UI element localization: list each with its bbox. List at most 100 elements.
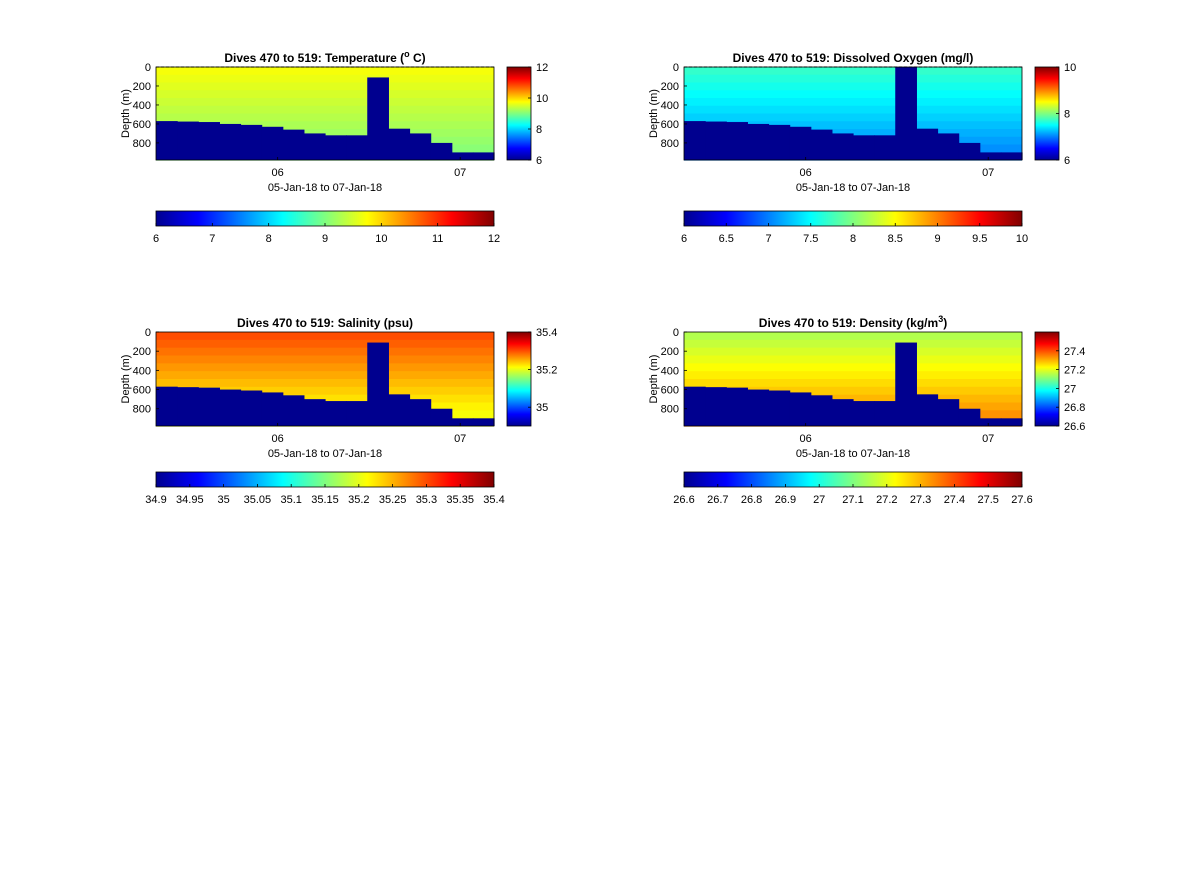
heatmap-cell <box>156 74 494 84</box>
hcolorbar-tick-label: 7 <box>765 233 771 245</box>
y-tick-label: 600 <box>133 385 151 397</box>
title-tail: C) <box>410 51 426 65</box>
heatmap-cell <box>156 386 494 396</box>
bathymetry-column <box>1000 152 1023 160</box>
hcolorbar-tick-label: 9.5 <box>972 233 987 245</box>
bathymetry-column <box>726 122 748 160</box>
heatmap-cell <box>156 363 494 372</box>
hcolorbar-tick-label: 9 <box>934 233 940 245</box>
x-axis-label: 05-Jan-18 to 07-Jan-18 <box>796 182 910 194</box>
bathymetry-column <box>346 401 368 426</box>
hcolorbar-tick-label: 35.2 <box>348 494 369 506</box>
bathymetry-column <box>430 142 453 160</box>
y-tick-label: 400 <box>661 100 679 112</box>
y-tick-label: 600 <box>661 119 679 131</box>
y-tick-label: 800 <box>133 138 151 150</box>
x-tick-label: 06 <box>272 167 284 179</box>
hcolorbar-tick-label: 6.5 <box>719 233 734 245</box>
bathymetry-column <box>937 399 960 426</box>
chart-title: Dives 470 to 519: Dissolved Oxygen (mg/l… <box>733 51 974 65</box>
colorbar-tick-label: 35.4 <box>536 327 557 339</box>
bathymetry-column <box>916 128 939 160</box>
axes-box <box>683 66 1023 161</box>
bathymetry-column <box>472 152 495 160</box>
colorbar-tick-label: 10 <box>1064 62 1076 74</box>
colorbar-vertical <box>506 331 532 427</box>
bathymetry-column <box>261 392 284 426</box>
heatmap-cell <box>684 347 1022 357</box>
hcolorbar-tick-label: 12 <box>488 233 500 245</box>
bathymetry-column <box>810 395 833 426</box>
y-tick-label: 400 <box>133 365 151 377</box>
y-tick-label: 200 <box>133 346 151 358</box>
x-tick-label: 06 <box>800 167 812 179</box>
colorbar-tick-label: 26.6 <box>1064 421 1085 433</box>
bathymetry-column <box>282 395 305 426</box>
y-axis-label: Depth (m) <box>120 89 132 138</box>
bathymetry-column <box>156 386 178 426</box>
bathymetry-column <box>303 399 326 426</box>
hcolorbar-tick-label: 35.25 <box>379 494 407 506</box>
heatmap-cell <box>684 82 1022 91</box>
colorbar-tick-label: 35 <box>536 402 548 414</box>
y-tick-label: 200 <box>661 81 679 93</box>
hcolorbar-tick-label: 26.6 <box>673 494 694 506</box>
heatmap-cell <box>684 129 1022 138</box>
bathymetry-column <box>979 152 1002 160</box>
bathymetry-column <box>726 387 748 426</box>
hcolorbar-tick-label: 27.1 <box>842 494 863 506</box>
hcolorbar-tick-label: 27 <box>813 494 825 506</box>
bathymetry-column <box>177 387 199 426</box>
hcolorbar-tick-label: 35.15 <box>311 494 339 506</box>
bathymetry-column <box>1000 418 1023 426</box>
bathymetry-column <box>451 418 474 426</box>
hcolorbar-tick-label: 35.3 <box>416 494 437 506</box>
colorbar-tick-label: 12 <box>536 62 548 74</box>
hcolorbar-tick-label: 35.05 <box>244 494 272 506</box>
hcolorbar-tick-label: 35.4 <box>483 494 504 506</box>
colorbar-vertical <box>1034 66 1060 161</box>
y-tick-label: 800 <box>133 404 151 416</box>
bathymetry-column <box>451 152 474 160</box>
hcolorbar-tick-label: 27.4 <box>944 494 965 506</box>
bathymetry-column <box>768 124 791 160</box>
bathymetry-column <box>346 135 368 160</box>
chart-title: Dives 470 to 519: Temperature (o C) <box>224 49 425 65</box>
title-superscript: 3 <box>938 314 943 324</box>
bathymetry-column <box>409 133 432 160</box>
x-tick-label: 07 <box>982 433 994 445</box>
colorbar-tick-label: 35.2 <box>536 365 557 377</box>
hcolorbar-tick-label: 27.6 <box>1011 494 1032 506</box>
heatmap-cell <box>684 339 1022 349</box>
heatmap-cell <box>156 121 494 130</box>
hcolorbar-tick-label: 7 <box>209 233 215 245</box>
axes-box <box>155 66 495 161</box>
bathymetry-column <box>325 135 347 160</box>
hcolorbar-tick-label: 8.5 <box>888 233 903 245</box>
x-tick-label: 06 <box>800 433 812 445</box>
bathymetry-column <box>684 121 706 160</box>
hcolorbar-tick-label: 27.2 <box>876 494 897 506</box>
heatmap-cell <box>684 90 1022 99</box>
heatmap-cell <box>156 355 494 364</box>
hcolorbar-tick-label: 8 <box>850 233 856 245</box>
axes-box <box>683 331 1023 427</box>
bathymetry-column <box>325 401 347 426</box>
hcolorbar-tick-label: 10 <box>375 233 387 245</box>
heatmap-cell <box>156 332 494 341</box>
bathymetry-column <box>219 123 242 160</box>
colorbar-tick-label: 27 <box>1064 383 1076 395</box>
bathymetry-column <box>831 133 854 160</box>
y-axis-label: Depth (m) <box>120 355 132 404</box>
bathymetry-column <box>367 342 389 426</box>
bathymetry-column <box>895 67 917 160</box>
bathymetry-column <box>979 418 1002 426</box>
heatmap-cell <box>684 332 1022 341</box>
colorbar-tick-label: 8 <box>536 124 542 136</box>
bathymetry-column <box>853 401 875 426</box>
heatmap-cell <box>684 98 1022 107</box>
x-tick-label: 07 <box>454 433 466 445</box>
hcolorbar-tick-label: 27.3 <box>910 494 931 506</box>
bathymetry-column <box>684 386 706 426</box>
